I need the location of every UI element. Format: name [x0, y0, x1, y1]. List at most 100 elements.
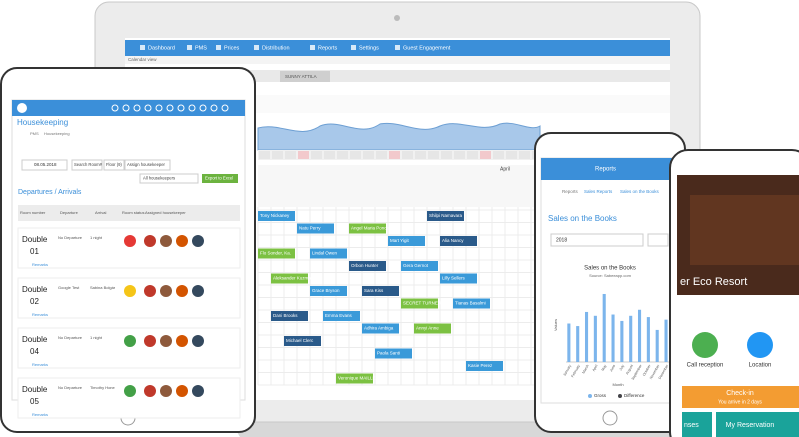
booking[interactable]: [362, 286, 399, 296]
toolbar-icon[interactable]: [210, 104, 218, 112]
booking[interactable]: [271, 311, 308, 321]
checkin-button[interactable]: [682, 386, 799, 408]
table-header: [18, 205, 240, 221]
toolbar-icon[interactable]: [111, 104, 119, 112]
toolbar-icon[interactable]: [221, 104, 229, 112]
phone-header: Reports: [595, 167, 616, 173]
toolbar-icon[interactable]: [188, 104, 196, 112]
remarks: Remarks: [32, 262, 48, 267]
booking[interactable]: [310, 286, 347, 296]
booking[interactable]: [349, 261, 386, 271]
bar: [593, 315, 597, 362]
toolbar-icon[interactable]: [199, 104, 207, 112]
app-tile[interactable]: [682, 412, 712, 437]
nav-item[interactable]: PMS: [195, 45, 207, 51]
nav-icon[interactable]: [351, 45, 356, 50]
nav-item[interactable]: Guest Engagement: [403, 45, 451, 51]
booking[interactable]: [401, 298, 438, 309]
app-tile[interactable]: [716, 412, 799, 437]
toolbar-icon[interactable]: [122, 104, 130, 112]
nav-icon[interactable]: [140, 45, 145, 50]
menu-button[interactable]: [647, 233, 669, 247]
booking[interactable]: [284, 336, 321, 346]
room-status[interactable]: [124, 335, 136, 347]
housekeeper-avatar[interactable]: [176, 285, 188, 297]
housekeeper-avatar[interactable]: [176, 235, 188, 247]
phone-heading: Sales on the Books: [548, 214, 617, 223]
nav-item[interactable]: Distribution: [262, 45, 290, 51]
housekeeper-avatar[interactable]: [144, 335, 156, 347]
filter[interactable]: [124, 159, 171, 171]
arrival: 1 night: [90, 235, 103, 240]
bar: [567, 323, 571, 362]
housekeeper-avatar[interactable]: [192, 335, 204, 347]
year-select[interactable]: [550, 233, 644, 247]
booking-name: Tianas Basalmi: [455, 301, 486, 306]
housekeeper-avatar[interactable]: [192, 235, 204, 247]
booking[interactable]: [323, 311, 360, 321]
nav-icon[interactable]: [310, 45, 315, 50]
booking[interactable]: [414, 323, 451, 334]
nav-item[interactable]: Dashboard: [148, 45, 175, 51]
booking[interactable]: [297, 223, 334, 234]
housekeeper-avatar[interactable]: [192, 385, 204, 397]
booking[interactable]: [440, 236, 477, 246]
booking[interactable]: [401, 261, 438, 271]
booking[interactable]: [258, 211, 295, 221]
booking[interactable]: [310, 248, 347, 259]
room-number: 05: [30, 397, 39, 406]
toolbar-icon[interactable]: [155, 104, 163, 112]
booking[interactable]: [258, 248, 295, 259]
toolbar-icon[interactable]: [177, 104, 185, 112]
bar: [576, 326, 580, 362]
booking[interactable]: [466, 361, 503, 371]
housekeeper-avatar[interactable]: [144, 385, 156, 397]
booking[interactable]: [453, 298, 490, 309]
column-header: Assigned housekeeper: [145, 210, 186, 215]
housekeeper-avatar[interactable]: [144, 235, 156, 247]
room-status[interactable]: [124, 385, 136, 397]
nav-item[interactable]: Reports: [318, 45, 338, 51]
housekeeper-avatar[interactable]: [192, 285, 204, 297]
booking[interactable]: [349, 223, 386, 234]
booking[interactable]: [362, 323, 399, 334]
departure: Google Test: [58, 285, 80, 290]
tile-label: nses: [684, 422, 699, 429]
booking[interactable]: [388, 236, 425, 246]
day-cell: [363, 151, 374, 159]
filter[interactable]: [103, 159, 125, 171]
legend-swatch: [588, 394, 592, 398]
booking[interactable]: [336, 373, 373, 384]
month-label: April: [500, 166, 510, 172]
housekeeper-avatar[interactable]: [160, 385, 172, 397]
toolbar-icon[interactable]: [144, 104, 152, 112]
select[interactable]: [139, 173, 199, 184]
breadcrumb: Sales Reports: [584, 189, 613, 194]
toolbar-icon[interactable]: [166, 104, 174, 112]
housekeeper-avatar[interactable]: [160, 285, 172, 297]
room-status[interactable]: [124, 285, 136, 297]
booking-name: Grace Bryson: [312, 288, 340, 293]
housekeeper-avatar[interactable]: [176, 335, 188, 347]
housekeeper-avatar[interactable]: [176, 385, 188, 397]
room-status[interactable]: [124, 235, 136, 247]
filter[interactable]: [71, 159, 103, 171]
nav-item[interactable]: Settings: [359, 45, 379, 51]
arrival: Sabina Bolgár: [90, 285, 116, 290]
nav-icon[interactable]: [395, 45, 400, 50]
housekeeper-avatar[interactable]: [160, 335, 172, 347]
date-input[interactable]: [21, 159, 68, 171]
housekeeper-avatar[interactable]: [144, 285, 156, 297]
booking[interactable]: [440, 273, 477, 284]
toolbar-icon[interactable]: [133, 104, 141, 112]
nav-icon[interactable]: [187, 45, 192, 50]
nav-icon[interactable]: [216, 45, 221, 50]
nav-item[interactable]: Prices: [224, 45, 240, 51]
nav-icon[interactable]: [254, 45, 259, 50]
export-button[interactable]: [202, 174, 238, 183]
booking[interactable]: [271, 273, 308, 284]
y-axis-label: Values: [553, 319, 558, 331]
booking[interactable]: [427, 211, 464, 221]
housekeeper-avatar[interactable]: [160, 235, 172, 247]
booking[interactable]: [375, 348, 412, 359]
